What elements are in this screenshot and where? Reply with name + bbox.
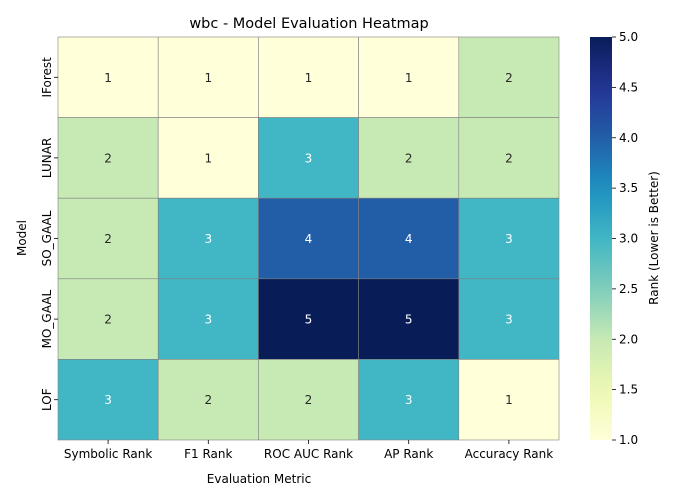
x-tick-labels: Symbolic Rank F1 Rank ROC AUC Rank AP Rank A…	[64, 440, 553, 461]
cell-value-label: 2	[405, 151, 413, 165]
cell-value-label: 1	[405, 71, 413, 85]
cell-value-label: 1	[305, 71, 313, 85]
cell-value-label: 1	[204, 71, 212, 85]
cell-value-label: 2	[104, 151, 112, 165]
colorbar-tick-label: 5.0	[619, 30, 638, 44]
colorbar-tick-label: 1.0	[619, 433, 638, 447]
y-tick-labels: IForest LUNAR SO_GAAL MO_GAAL LOF	[40, 57, 58, 411]
colorbar-tick-label: 4.0	[619, 131, 638, 145]
x-tick-label: Accuracy Rank	[465, 447, 554, 461]
cell-value-label: 3	[204, 232, 212, 246]
cell-value-label: 3	[204, 313, 212, 327]
cell-value-label: 2	[505, 151, 513, 165]
cell-value-label: 1	[104, 71, 112, 85]
cell-value-label: 3	[104, 393, 112, 407]
x-tick-label: AP Rank	[384, 447, 433, 461]
cell-value-label: 3	[405, 393, 413, 407]
cell-value-label: 3	[305, 151, 313, 165]
cell-value-label: 1	[204, 151, 212, 165]
y-tick-label: LOF	[40, 388, 54, 411]
x-axis-label: Evaluation Metric	[207, 472, 311, 486]
colorbar-tick-label: 3.5	[619, 181, 638, 195]
cell-value-label: 5	[405, 313, 413, 327]
y-axis-label: Model	[15, 220, 29, 256]
y-tick-label: MO_GAAL	[40, 290, 54, 349]
cell-value-label: 4	[405, 232, 413, 246]
colorbar-tick-label: 1.5	[619, 383, 638, 397]
y-tick-label: IForest	[40, 57, 54, 98]
x-tick-label: Symbolic Rank	[64, 447, 152, 461]
cell-value-label: 3	[505, 313, 513, 327]
colorbar-tick-label: 2.0	[619, 332, 638, 346]
cell-value-label: 1	[505, 393, 513, 407]
colorbar-label: Rank (Lower is Better)	[647, 171, 661, 305]
chart-title: wbc - Model Evaluation Heatmap	[189, 16, 428, 32]
cell-value-label: 2	[305, 393, 313, 407]
colorbar-tick-label: 4.5	[619, 80, 638, 94]
x-tick-label: F1 Rank	[184, 447, 232, 461]
cell-value-label: 5	[305, 313, 313, 327]
cell-value-label: 3	[505, 232, 513, 246]
y-tick-label: SO_GAAL	[40, 210, 54, 266]
colorbar-tick-label: 3.0	[619, 232, 638, 246]
cell-value-label: 2	[505, 71, 513, 85]
x-tick-label: ROC AUC Rank	[264, 447, 353, 461]
cell-value-label: 2	[104, 313, 112, 327]
colorbar-ticks: 1.0 1.5 2.0 2.5 3.0 3.5 4.0 4.5 5.0	[612, 30, 638, 447]
heatmap-cells: 1 1 1 1 2 2 1 3 2 2 2 3 4 4 3 2 3 5 5 3 3 2 2 3 1	[58, 37, 559, 440]
colorbar	[590, 37, 612, 440]
cell-value-label: 2	[204, 393, 212, 407]
cell-value-label: 2	[104, 232, 112, 246]
colorbar-tick-label: 2.5	[619, 282, 638, 296]
cell-value-label: 4	[305, 232, 313, 246]
y-tick-label: LUNAR	[40, 138, 54, 178]
